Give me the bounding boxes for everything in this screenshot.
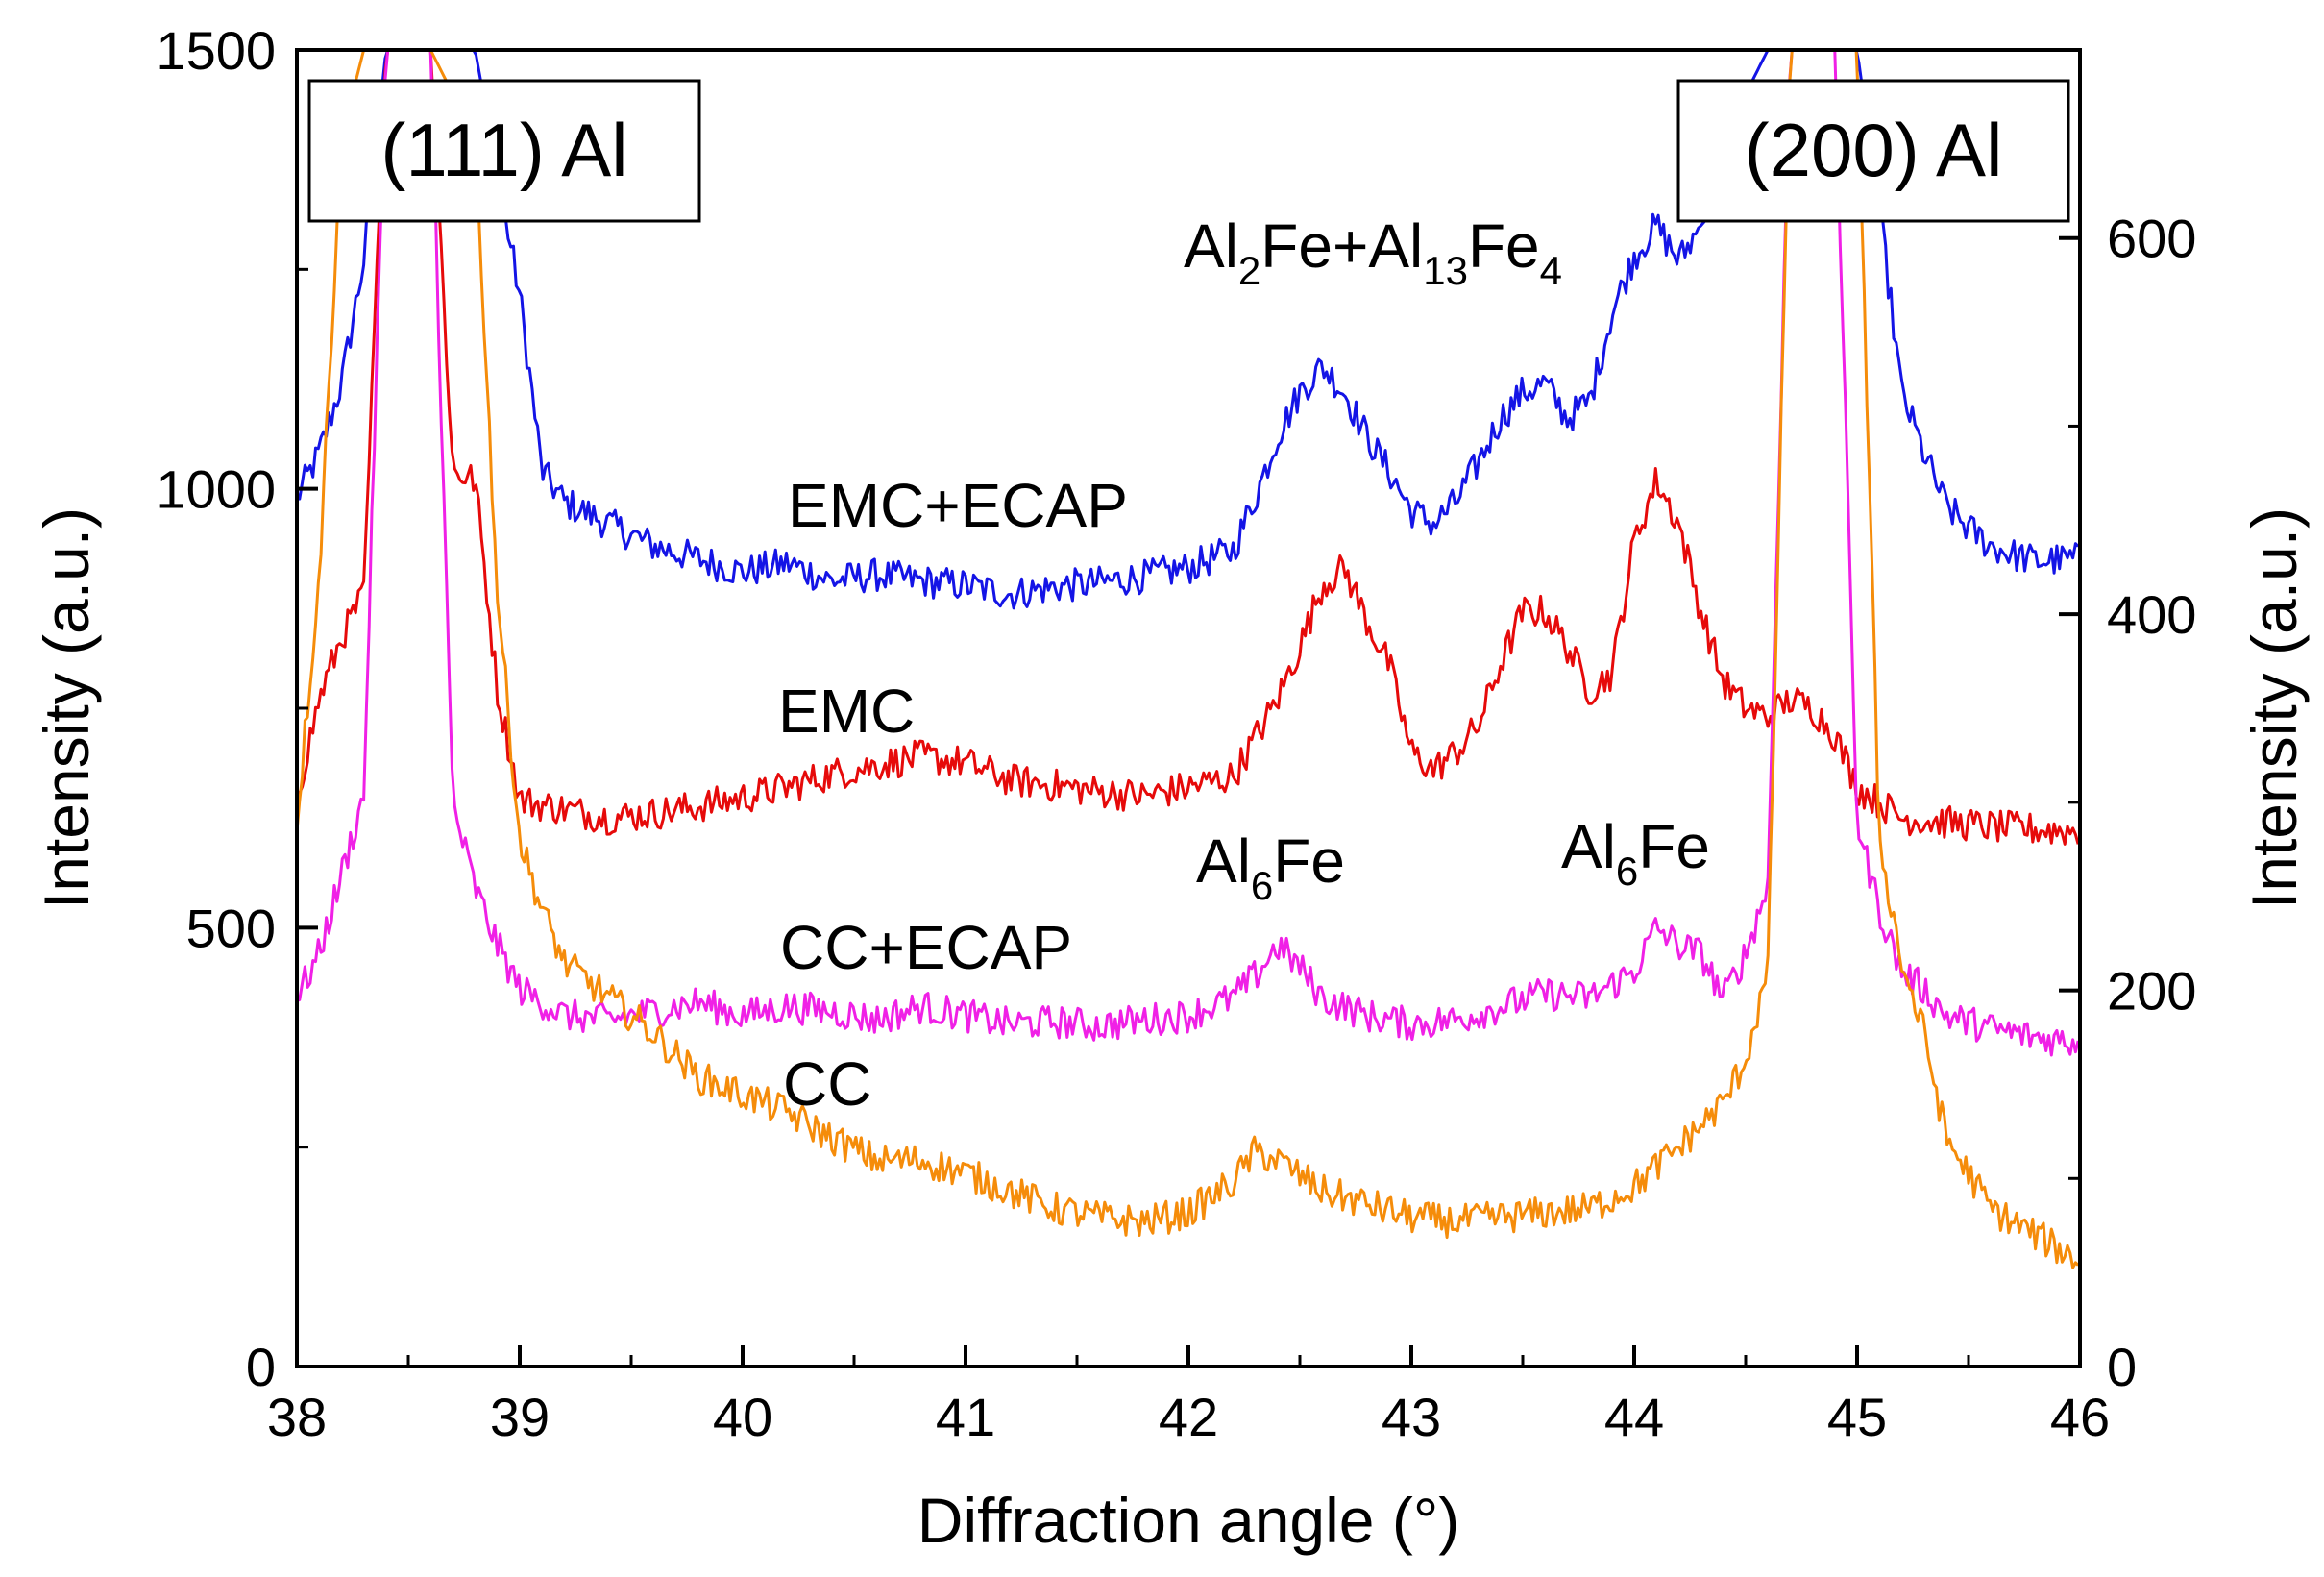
x-tick-label: 42 [1159,1387,1218,1447]
phase-labels: Al2Fe+Al13Fe4 Al6Fe Al6Fe [1184,211,1710,908]
curve-label-cc: CC [783,1049,871,1119]
phase-label-al2fe-al13fe4: Al2Fe+Al13Fe4 [1184,211,1562,293]
series-line-cc [297,50,2080,1269]
curves-group [297,50,2080,1269]
x-tick-label: 38 [267,1387,327,1447]
y2-tick-label: 600 [2107,209,2196,269]
curve-label-emc: EMC [778,677,915,746]
x-tick-label: 45 [1827,1387,1887,1447]
phase-label-al6fe-left: Al6Fe [1196,826,1345,908]
y-tick-label: 1000 [156,459,276,520]
x-tick-label: 46 [2050,1387,2110,1447]
x-tick-label: 39 [490,1387,550,1447]
peak-box-200: (200) Al [1676,79,2070,223]
y-tick-label: 0 [246,1337,276,1397]
y-tick-label: 500 [186,898,276,958]
x-tick-label: 40 [713,1387,772,1447]
y-tick-label: 1500 [156,20,276,81]
y2-tick-label: 200 [2107,961,2196,1022]
x-tick-label: 41 [936,1387,995,1447]
y2-tick-label: 400 [2107,584,2196,645]
y2-tick-label: 0 [2107,1337,2137,1397]
y-axis-title: Intensity (a.u.) [31,507,102,909]
curve-label-emc-ecap: EMC+ECAP [788,471,1128,540]
x-tick-label: 44 [1604,1387,1664,1447]
x-axis-title: Diffraction angle (°) [917,1485,1459,1556]
series-line-emc [297,50,2080,846]
peak-label-200: (200) Al [1745,108,2003,192]
curve-label-cc-ecap: CC+ECAP [780,913,1072,982]
peak-box-111: (111) Al [307,79,701,223]
series-line-emc-ecap [297,50,2080,610]
phase-label-al6fe-right: Al6Fe [1561,812,1710,894]
x-tick-label: 43 [1382,1387,1441,1447]
y2-axis-title: Intensity (a.u.) [2238,507,2310,909]
peak-label-111: (111) Al [380,108,627,192]
